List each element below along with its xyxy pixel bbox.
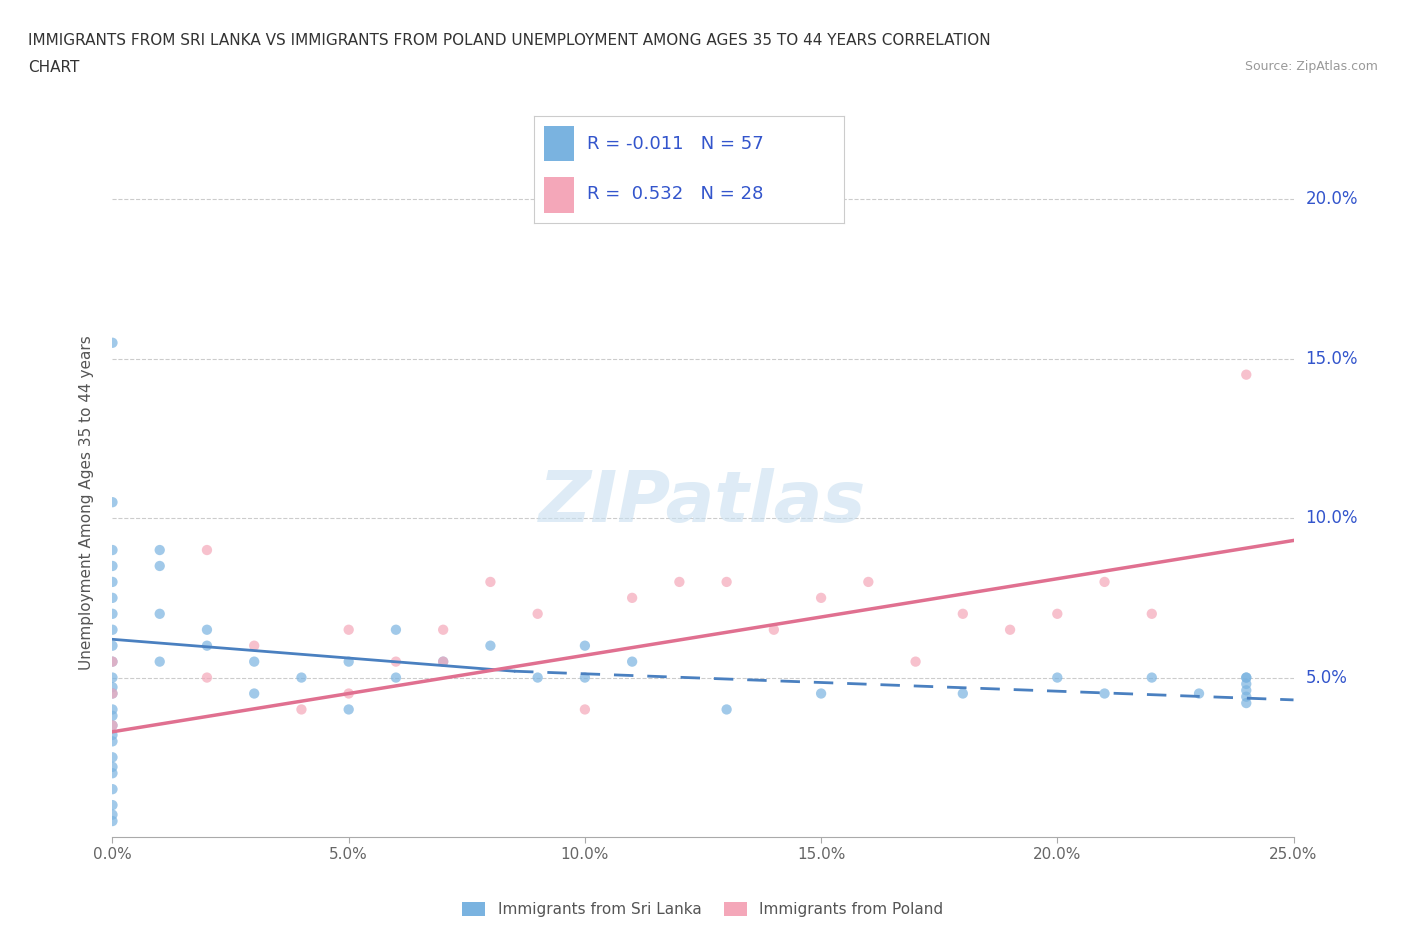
- FancyBboxPatch shape: [544, 126, 575, 161]
- FancyBboxPatch shape: [544, 178, 575, 213]
- Point: [101, 622, 124, 637]
- Point: [668, 575, 690, 590]
- Point: [432, 622, 454, 637]
- Text: R =  0.532   N = 28: R = 0.532 N = 28: [586, 185, 763, 203]
- Point: [385, 622, 408, 637]
- Point: [101, 814, 124, 829]
- Point: [1234, 696, 1257, 711]
- Point: [432, 654, 454, 669]
- Point: [149, 654, 172, 669]
- Text: 5.0%: 5.0%: [1305, 669, 1347, 686]
- Point: [101, 542, 124, 557]
- Point: [1234, 689, 1257, 704]
- Point: [716, 575, 738, 590]
- Point: [101, 709, 124, 724]
- Point: [337, 622, 360, 637]
- Point: [243, 686, 266, 701]
- Point: [101, 782, 124, 797]
- Point: [101, 760, 124, 775]
- Point: [1140, 606, 1163, 621]
- Point: [952, 606, 974, 621]
- Point: [290, 702, 312, 717]
- Point: [149, 559, 172, 574]
- Point: [1234, 676, 1257, 691]
- Text: 15.0%: 15.0%: [1305, 350, 1358, 367]
- Point: [385, 671, 408, 685]
- Point: [101, 750, 124, 764]
- Point: [101, 686, 124, 701]
- Point: [526, 671, 548, 685]
- Text: 10.0%: 10.0%: [1305, 509, 1358, 527]
- Point: [195, 542, 218, 557]
- Text: IMMIGRANTS FROM SRI LANKA VS IMMIGRANTS FROM POLAND UNEMPLOYMENT AMONG AGES 35 T: IMMIGRANTS FROM SRI LANKA VS IMMIGRANTS …: [28, 33, 991, 47]
- Point: [101, 798, 124, 813]
- Point: [574, 671, 596, 685]
- Point: [385, 654, 408, 669]
- Point: [101, 686, 124, 701]
- Point: [858, 575, 880, 590]
- Point: [1140, 671, 1163, 685]
- Point: [101, 654, 124, 669]
- Point: [101, 606, 124, 621]
- Point: [101, 654, 124, 669]
- Point: [904, 654, 927, 669]
- Text: ZIPatlas: ZIPatlas: [540, 468, 866, 537]
- Point: [998, 622, 1021, 637]
- Text: CHART: CHART: [28, 60, 80, 75]
- Point: [574, 702, 596, 717]
- Point: [1234, 683, 1257, 698]
- Y-axis label: Unemployment Among Ages 35 to 44 years: Unemployment Among Ages 35 to 44 years: [79, 335, 94, 670]
- Point: [1094, 575, 1116, 590]
- Text: 20.0%: 20.0%: [1305, 191, 1358, 208]
- Text: R = -0.011   N = 57: R = -0.011 N = 57: [586, 135, 763, 153]
- Point: [479, 575, 502, 590]
- Point: [810, 591, 832, 605]
- Point: [149, 542, 172, 557]
- Point: [101, 718, 124, 733]
- Point: [101, 671, 124, 685]
- Point: [243, 654, 266, 669]
- Point: [1234, 671, 1257, 685]
- Point: [101, 727, 124, 742]
- Point: [101, 765, 124, 780]
- Point: [762, 622, 785, 637]
- Point: [810, 686, 832, 701]
- Point: [101, 734, 124, 749]
- Point: [621, 654, 644, 669]
- Point: [101, 336, 124, 351]
- Point: [290, 671, 312, 685]
- Point: [432, 654, 454, 669]
- Point: [195, 622, 218, 637]
- Point: [526, 606, 548, 621]
- Point: [101, 559, 124, 574]
- Point: [101, 495, 124, 510]
- Point: [1094, 686, 1116, 701]
- Point: [195, 638, 218, 653]
- Legend: Immigrants from Sri Lanka, Immigrants from Poland: Immigrants from Sri Lanka, Immigrants fr…: [457, 896, 949, 923]
- Point: [1046, 671, 1069, 685]
- Point: [337, 686, 360, 701]
- Point: [1234, 671, 1257, 685]
- Point: [101, 575, 124, 590]
- Point: [574, 638, 596, 653]
- Point: [1234, 367, 1257, 382]
- Point: [1046, 606, 1069, 621]
- Point: [101, 638, 124, 653]
- Point: [149, 606, 172, 621]
- Point: [337, 654, 360, 669]
- Point: [101, 702, 124, 717]
- Point: [337, 702, 360, 717]
- Point: [101, 591, 124, 605]
- Point: [716, 702, 738, 717]
- Point: [621, 591, 644, 605]
- Point: [479, 638, 502, 653]
- Point: [243, 638, 266, 653]
- Point: [101, 680, 124, 695]
- Point: [1188, 686, 1211, 701]
- Point: [101, 807, 124, 822]
- Text: Source: ZipAtlas.com: Source: ZipAtlas.com: [1244, 60, 1378, 73]
- Point: [195, 671, 218, 685]
- Point: [101, 718, 124, 733]
- Point: [952, 686, 974, 701]
